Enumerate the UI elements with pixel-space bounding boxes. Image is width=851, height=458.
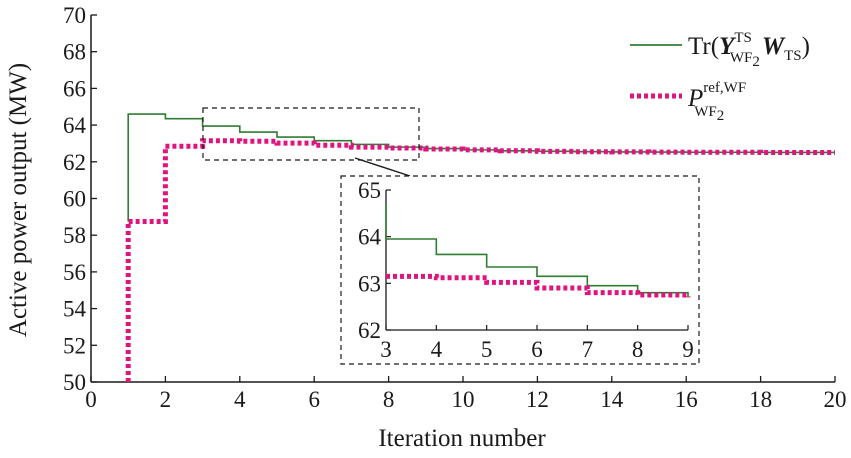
inset-x-tick-label: 5 <box>481 337 493 362</box>
zoom-connector <box>354 157 411 177</box>
inset-x-tick-label: 7 <box>582 337 594 362</box>
inset-ticks: 3 4 5 6 7 8 9 62 63 64 65 <box>358 178 694 362</box>
y-tick-label: 66 <box>63 76 86 101</box>
inset-x-tick-label: 3 <box>380 337 392 362</box>
inset-x-tick-label: 8 <box>632 337 644 362</box>
y-tick-label: 50 <box>63 370 86 395</box>
y-axis-label: Active power output (MW) <box>5 63 32 337</box>
y-tick-label: 52 <box>63 333 86 358</box>
inset-x-tick-label: 6 <box>531 337 543 362</box>
inset-series2-line <box>386 273 691 298</box>
x-tick-label: 0 <box>85 387 97 412</box>
x-tick-label: 2 <box>160 387 172 412</box>
y-tick-label: 56 <box>63 260 86 285</box>
series2-line <box>125 138 835 382</box>
inset-x-tick-label: 9 <box>682 337 694 362</box>
x-tick-label: 18 <box>749 387 772 412</box>
y-tick-label: 58 <box>63 223 86 248</box>
inset-y-tick-label: 65 <box>358 178 381 203</box>
y-tick-label: 60 <box>63 187 86 212</box>
inset-y-tick-label: 64 <box>358 225 382 250</box>
inset-y-tick-label: 62 <box>358 318 381 343</box>
legend-label-series1: Tr(YTS WF2WTS) <box>688 30 810 70</box>
y-tick-label: 62 <box>63 150 86 175</box>
legend-label-series2: Pref,WF WF2 <box>687 80 746 124</box>
x-tick-label: 14 <box>600 387 624 412</box>
y-tick-label: 70 <box>63 3 86 28</box>
x-tick-label: 10 <box>452 387 475 412</box>
x-tick-label: 20 <box>824 387 847 412</box>
x-tick-label: 12 <box>526 387 549 412</box>
x-tick-label: 6 <box>308 387 320 412</box>
legend: Tr(YTS WF2WTS) Pref,WF WF2 <box>630 30 810 124</box>
y-tick-label: 64 <box>63 113 87 138</box>
x-tick-label: 4 <box>234 387 246 412</box>
inset-x-tick-label: 4 <box>431 337 443 362</box>
zoom-box <box>202 107 420 161</box>
main-series <box>125 113 835 382</box>
inset-y-tick-label: 63 <box>358 271 381 296</box>
x-axis-label: Iteration number <box>378 425 546 452</box>
inset-series <box>385 204 691 298</box>
y-tick-label: 54 <box>63 297 87 322</box>
x-tick-label: 8 <box>383 387 395 412</box>
x-tick-label: 16 <box>675 387 698 412</box>
inset-frame <box>340 175 700 365</box>
y-tick-label: 68 <box>63 40 86 65</box>
